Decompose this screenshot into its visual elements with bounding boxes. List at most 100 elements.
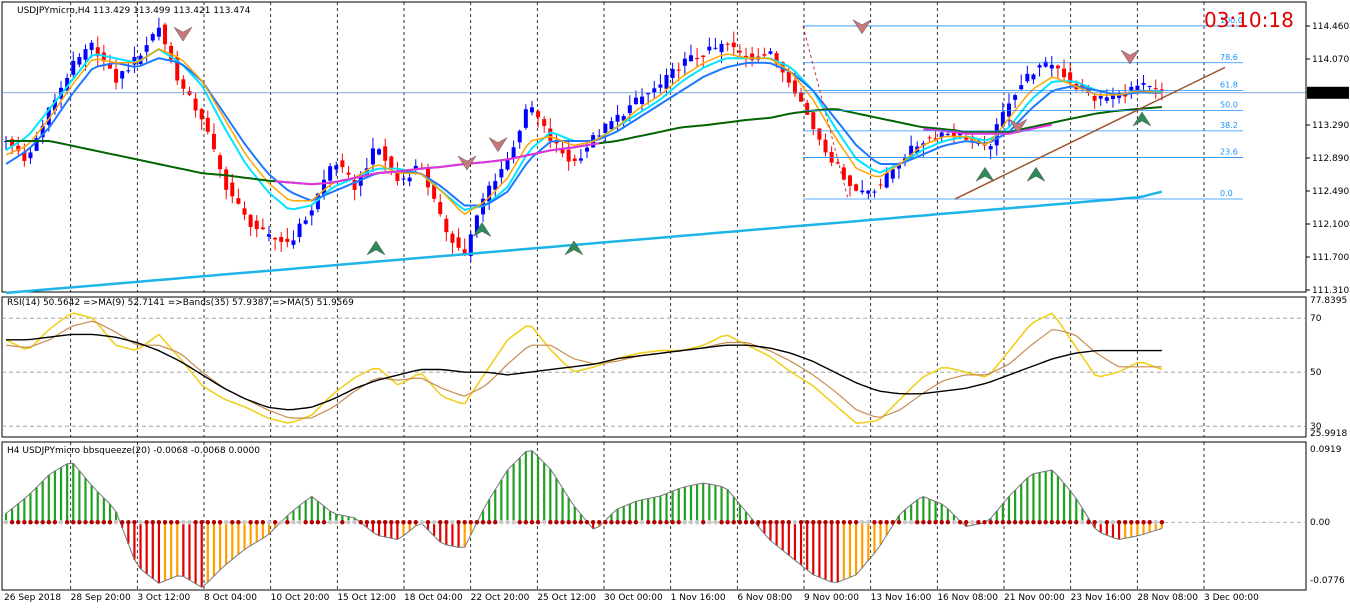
rsi-line: [5, 312, 1163, 424]
candle-body: [438, 202, 443, 215]
squeeze-dot: [548, 520, 553, 525]
price-y-tick-label: 114.070: [1312, 55, 1349, 65]
candle-body: [181, 79, 186, 89]
squeeze-dot: [346, 520, 351, 525]
squeeze-dot: [297, 520, 302, 525]
x-tick-label: 21 Nov 00:00: [1004, 593, 1065, 603]
candle-body: [554, 141, 559, 144]
candle-body: [854, 184, 859, 191]
candle-body: [266, 234, 271, 237]
x-tick-label: 28 Nov 08:00: [1137, 593, 1198, 603]
candle-body: [1043, 61, 1048, 67]
candle-body: [34, 138, 39, 151]
candle-body: [285, 238, 290, 242]
squeeze-dot: [28, 520, 33, 525]
squeeze-dot: [560, 520, 565, 525]
squeeze-dot: [389, 520, 394, 525]
squeeze-dot: [584, 520, 590, 525]
squeeze-dot: [627, 520, 633, 525]
squeeze-dot: [22, 520, 27, 525]
squeeze-dot: [505, 520, 510, 525]
squeeze-y-tick-label: 0.0919: [1310, 445, 1342, 455]
candle-body: [1000, 112, 1005, 127]
squeeze-dot: [603, 520, 608, 525]
rsi-ma-line: [5, 320, 1162, 419]
squeeze-dot: [370, 520, 376, 525]
squeeze-dot: [236, 520, 241, 525]
squeeze-dot: [927, 520, 932, 525]
squeeze-dot: [933, 520, 938, 525]
candle-body: [695, 58, 700, 60]
candle-body: [768, 51, 773, 54]
candle-body: [1098, 96, 1103, 99]
squeeze-dot: [535, 520, 541, 525]
price-panel-frame: [1, 1, 1307, 293]
sell-arrow-icon: [1008, 118, 1028, 134]
squeeze-dot: [915, 520, 920, 525]
candle-body: [444, 218, 449, 233]
rsi-y-tick-label: 77.8395: [1310, 296, 1347, 306]
candle-body: [939, 132, 944, 138]
squeeze-dot: [1116, 520, 1122, 525]
fib-level-label: 38.2: [1220, 121, 1238, 130]
x-tick-label: 10 Oct 20:00: [271, 593, 330, 603]
fib-level-label: 50.0: [1220, 101, 1238, 110]
squeeze-dot: [902, 520, 908, 525]
candle-body: [676, 69, 681, 71]
rsi-y-tick-label: 50: [1310, 368, 1322, 378]
squeeze-dot: [688, 520, 694, 525]
squeeze-dot: [382, 520, 388, 525]
squeeze-dot: [884, 520, 889, 525]
candle-body: [517, 130, 522, 143]
x-tick-label: 22 Oct 20:00: [471, 593, 530, 603]
price-tag-label: 113.474: [1310, 89, 1347, 99]
rsi-y-tick-label: 25.9918: [1310, 429, 1347, 439]
candle-body: [1104, 97, 1109, 101]
candle-body: [370, 148, 375, 165]
squeeze-dot: [554, 520, 559, 525]
rsi-bands-line: [6, 333, 1162, 411]
squeeze-dot: [242, 520, 247, 525]
price-y-tick-label: 114.460: [1312, 22, 1349, 32]
candle-body: [890, 169, 895, 179]
squeeze-dot: [89, 520, 94, 525]
candle-body: [737, 50, 742, 53]
candle-body: [792, 80, 797, 94]
squeeze-dot: [890, 520, 895, 525]
squeeze-dot: [480, 520, 486, 525]
candle-body: [1031, 74, 1036, 80]
candle-body: [291, 240, 296, 245]
rsi-y-tick-label: 70: [1310, 314, 1322, 324]
squeeze-dot: [713, 520, 718, 525]
squeeze-dot: [829, 520, 834, 525]
candle-body: [713, 47, 718, 49]
squeeze-dot: [413, 520, 418, 525]
squeeze-dot: [272, 520, 278, 525]
candle-body: [377, 149, 382, 155]
candle-body: [1013, 95, 1018, 100]
price-y-tick-label: 112.490: [1312, 187, 1349, 197]
squeeze-dot: [364, 520, 370, 525]
squeeze-dot: [719, 520, 724, 525]
candle-body: [395, 172, 400, 181]
squeeze-dot: [731, 520, 736, 525]
candle-body: [811, 112, 816, 130]
squeeze-dot: [285, 520, 290, 525]
squeeze-dot: [1104, 520, 1110, 525]
candle-body: [334, 165, 339, 170]
squeeze-dot: [951, 520, 957, 525]
squeeze-dot: [419, 520, 425, 525]
squeeze-dot: [1110, 520, 1116, 525]
squeeze-dot: [1055, 520, 1061, 525]
candle-body: [413, 165, 418, 170]
candle-body: [841, 167, 846, 180]
candle-body: [65, 77, 70, 91]
squeeze-dot: [749, 520, 755, 525]
candle-body: [774, 53, 779, 64]
squeeze-dot: [230, 520, 235, 525]
squeeze-dot: [1006, 520, 1012, 525]
squeeze-dot: [529, 520, 535, 525]
price-y-tick-label: 111.310: [1312, 286, 1349, 296]
candle-body: [878, 184, 883, 186]
